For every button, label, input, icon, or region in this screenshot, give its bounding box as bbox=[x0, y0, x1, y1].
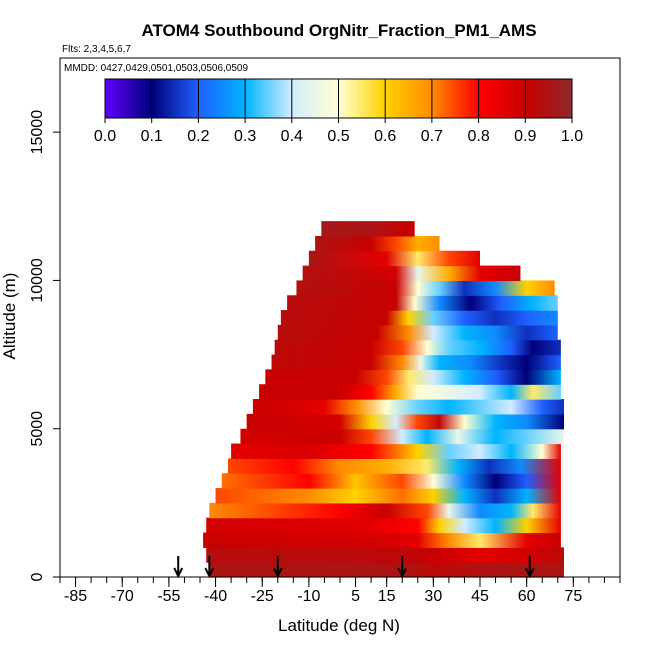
colorbar-tick-label: 0.7 bbox=[421, 128, 443, 145]
x-tick-label: 60 bbox=[518, 588, 536, 605]
colorbar-tick-label: 0.1 bbox=[141, 128, 163, 145]
colorbar-tick-label: 0.4 bbox=[281, 128, 303, 145]
x-tick-label: -70 bbox=[111, 588, 134, 605]
colorbar-tick-label: 1.0 bbox=[561, 128, 583, 145]
arrow-marker bbox=[204, 556, 215, 579]
heatmap-band bbox=[206, 547, 564, 563]
heatmap-band bbox=[280, 310, 558, 326]
y-tick-label: 5000 bbox=[29, 411, 46, 447]
x-tick-label: 5 bbox=[351, 588, 360, 605]
heatmap-band bbox=[296, 280, 555, 296]
heatmap-band bbox=[209, 502, 561, 519]
heatmap-band bbox=[246, 413, 564, 430]
y-tick-label: 0 bbox=[29, 572, 46, 581]
heatmap-band bbox=[252, 399, 564, 415]
heatmap-band bbox=[231, 443, 561, 459]
heatmap-band bbox=[287, 295, 558, 311]
heatmap-band bbox=[203, 532, 561, 548]
x-tick-label: -40 bbox=[204, 588, 227, 605]
colorbar-tick-label: 0.2 bbox=[187, 128, 209, 145]
x-axis-label: Latitude (deg N) bbox=[278, 616, 400, 635]
x-tick-label: 45 bbox=[471, 588, 489, 605]
colorbar-tick-label: 0.8 bbox=[467, 128, 489, 145]
heatmap-band bbox=[308, 250, 480, 267]
colorbar-tick-label: 0.3 bbox=[234, 128, 256, 145]
arrow-marker bbox=[397, 556, 408, 579]
x-tick-label: -85 bbox=[64, 588, 87, 605]
heatmap-band bbox=[259, 384, 561, 400]
heatmap-band bbox=[240, 428, 564, 445]
arrow-marker bbox=[272, 556, 283, 579]
heatmap-band bbox=[315, 235, 440, 252]
heatmap-area bbox=[203, 221, 565, 578]
heatmap-band bbox=[206, 517, 561, 534]
x-tick-label: -10 bbox=[297, 588, 320, 605]
colorbar-tick-label: 0.5 bbox=[327, 128, 349, 145]
x-tick-label: 30 bbox=[424, 588, 442, 605]
heatmap-band bbox=[274, 339, 561, 356]
x-tick-label: -25 bbox=[251, 588, 274, 605]
heatmap-band bbox=[271, 354, 561, 370]
heatmap-band bbox=[277, 324, 558, 341]
arrow-marker bbox=[173, 556, 184, 579]
heatmap-band bbox=[321, 221, 415, 237]
heatmap-band bbox=[221, 473, 561, 489]
chart-title: ATOM4 Southbound OrgNitr_Fraction_PM1_AM… bbox=[141, 21, 536, 40]
heatmap-band bbox=[302, 265, 521, 282]
y-axis-label: Altitude (m) bbox=[0, 273, 19, 360]
colorbar-tick-label: 0.6 bbox=[374, 128, 396, 145]
colorbar-tick-label: 0.0 bbox=[94, 128, 116, 145]
x-tick-label: 75 bbox=[564, 588, 582, 605]
colorbar: 0.0 0.1 0.2 0.3 0.4 0.5 0.6 0.7 0.8 0.9 1.0 bbox=[94, 78, 583, 145]
dates-label: MMDD: 0427,0429,0501,0503,0506,0509 bbox=[64, 63, 248, 74]
x-tick-label: 15 bbox=[378, 588, 396, 605]
heatmap-band bbox=[209, 562, 565, 578]
y-tick-label: 10000 bbox=[29, 258, 46, 303]
flights-label: Flts: 2,3,4,5,6,7 bbox=[62, 44, 131, 55]
y-tick-label: 15000 bbox=[29, 110, 46, 155]
colorbar-tick-label: 0.9 bbox=[514, 128, 536, 145]
x-tick-label: -55 bbox=[157, 588, 180, 605]
heatmap-band bbox=[215, 488, 561, 504]
heatmap-band bbox=[228, 458, 561, 474]
y-axis: 0 5000 10000 15000 bbox=[29, 110, 60, 581]
arrow-markers bbox=[173, 556, 535, 579]
arrow-marker bbox=[524, 556, 535, 579]
heatmap-band bbox=[265, 369, 561, 385]
x-axis: -85 -70 -55 -40 -25 -10 5 15 30 45 60 75 bbox=[59, 577, 621, 605]
